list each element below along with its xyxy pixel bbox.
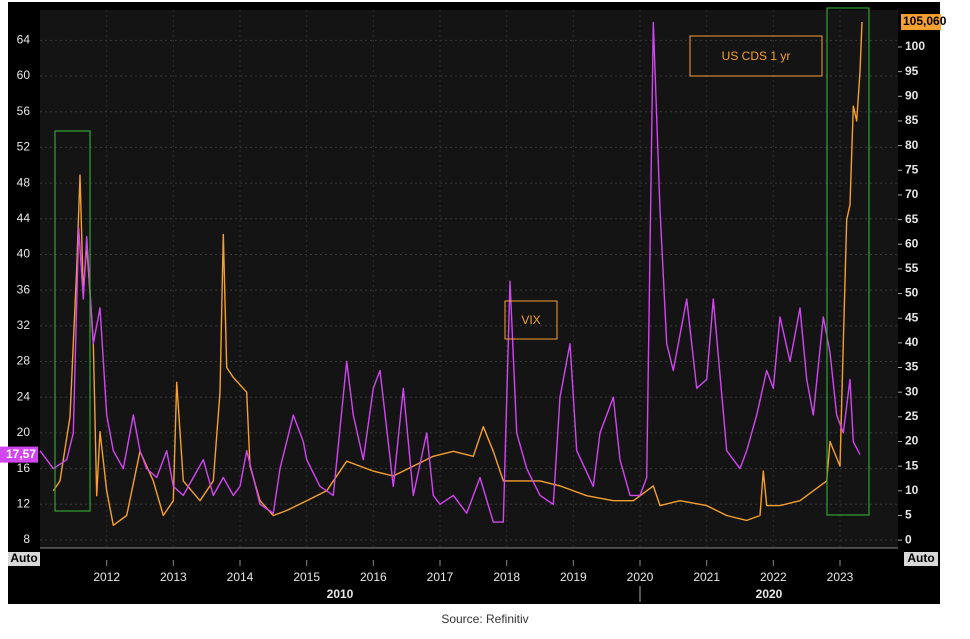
y2-tick-label: 50: [905, 286, 919, 300]
series-line: [39, 21, 861, 523]
source-note: Source: Refinitiv: [441, 612, 529, 626]
y2-tick-label: 25: [905, 409, 919, 423]
highlight-box: [54, 130, 91, 512]
plot-area: [40, 10, 898, 548]
last-value-badge: [901, 14, 941, 31]
y-tick-label: 24: [17, 389, 31, 403]
y2-tick-label: 55: [905, 261, 919, 275]
x-tick-label: 2017: [427, 570, 454, 584]
y2-tick-label: 75: [905, 162, 919, 176]
y-tick-label: 28: [17, 354, 31, 368]
annotation-box: [504, 300, 558, 340]
y-tick-label: 60: [17, 68, 31, 82]
y-tick-label: 8: [23, 532, 30, 546]
y2-tick-label: 60: [905, 236, 919, 250]
corner-label: Auto: [10, 551, 37, 565]
y2-tick-label: 70: [905, 187, 919, 201]
x-tick-label: 2015: [293, 570, 320, 584]
annotation: US CDS 1 yr: [722, 49, 791, 63]
y2-tick-label: 40: [905, 335, 919, 349]
corner-box: [904, 552, 938, 566]
x-tick-label: 2014: [227, 570, 254, 584]
grid: [40, 10, 898, 548]
corner-box: [8, 552, 40, 566]
y-tick-label: 20: [17, 425, 31, 439]
y-tick-label: 16: [17, 461, 31, 475]
y-tick-label: 32: [17, 318, 31, 332]
y-tick-label: 36: [17, 282, 31, 296]
series-lines: [39, 21, 863, 526]
y-tick-label: 48: [17, 175, 31, 189]
highlight-box: [826, 7, 870, 516]
y-tick-label: 52: [17, 140, 31, 154]
x-tick-label: 2018: [493, 570, 520, 584]
x-tick-label: 2012: [93, 570, 120, 584]
last-value-label: 17,57: [6, 447, 36, 461]
y2-tick-label: 65: [905, 212, 919, 226]
y-tick-label: 40: [17, 247, 31, 261]
y2-tick-label: 90: [905, 88, 919, 102]
x-tick-label: 2023: [827, 570, 854, 584]
y2-tick-label: 80: [905, 138, 919, 152]
y-tick-label: 44: [17, 211, 31, 225]
y2-tick-label: 30: [905, 384, 919, 398]
series-line: [52, 21, 863, 526]
y2-tick-label: 20: [905, 434, 919, 448]
y-tick-label: 12: [17, 496, 31, 510]
last-value-label: 105,060: [903, 14, 947, 28]
last-value-badge: [0, 446, 38, 463]
x-tick-label: 2022: [760, 570, 787, 584]
y2-tick-label: 5: [905, 508, 912, 522]
y2-tick-label: 100: [905, 39, 925, 53]
annotations: US CDS 1 yr VIX: [504, 35, 823, 340]
y2-tick-label: 45: [905, 310, 919, 324]
x-tick-label: 2016: [360, 570, 387, 584]
axes: 8 12 16 20 24 28 32 36 40 44 48 52 56 60 64 0 5 10 15 20 25 3…: [0, 14, 947, 602]
x-group-label: 2020: [756, 587, 783, 601]
x-tick-label: 2021: [693, 570, 720, 584]
corner-label: Auto: [907, 551, 934, 565]
x-tick-label: 2019: [560, 570, 587, 584]
y2-tick-label: 85: [905, 113, 919, 127]
y2-tick-label: 35: [905, 360, 919, 374]
y-tick-label: 56: [17, 104, 31, 118]
y2-tick-label: 95: [905, 64, 919, 78]
y2-tick-label: 0: [905, 532, 912, 546]
annotation: VIX: [521, 313, 540, 327]
annotation-box: [689, 35, 823, 77]
x-group-label: 2010: [327, 587, 354, 601]
x-tick-label: 2013: [160, 570, 187, 584]
y2-tick-label: 15: [905, 458, 919, 472]
x-tick-label: 2020: [627, 570, 654, 584]
y2-tick-label: 10: [905, 483, 919, 497]
y-tick-label: 64: [17, 33, 31, 47]
